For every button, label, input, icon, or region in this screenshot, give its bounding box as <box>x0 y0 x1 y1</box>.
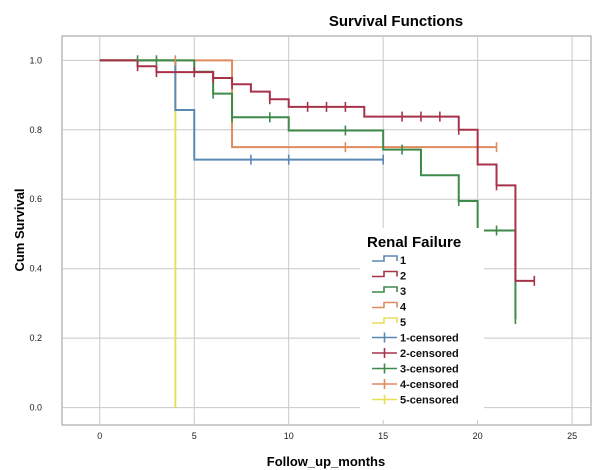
legend-step-swatch <box>372 270 398 278</box>
y-tick-label: 0.4 <box>29 264 42 274</box>
legend: Renal Failure 1 2 3 4 5 1-censored 2-censored 3… <box>360 228 484 420</box>
x-tick-labels: 0 5 10 15 20 25 <box>97 431 577 441</box>
y-tick-label: 0.6 <box>29 194 42 204</box>
legend-step-swatch <box>372 286 398 293</box>
legend-label: 5-censored <box>400 395 459 407</box>
x-tick-label: 0 <box>97 431 102 441</box>
legend-label: 2 <box>400 271 406 283</box>
legend-label: 3 <box>400 286 406 298</box>
x-tick-label: 25 <box>567 431 577 441</box>
legend-label: 1 <box>400 255 406 267</box>
legend-label: 2-censored <box>400 348 459 360</box>
legend-box <box>360 228 484 420</box>
grid-lines <box>62 36 591 425</box>
x-tick-label: 10 <box>284 431 294 441</box>
y-tick-label: 0.2 <box>29 333 42 343</box>
x-tick-label: 5 <box>192 431 197 441</box>
y-tick-labels: 0.0 0.2 0.4 0.6 0.8 1.0 <box>29 55 42 412</box>
censor-markers <box>136 55 536 325</box>
series-2-curve <box>99 59 535 282</box>
legend-title: Renal Failure <box>367 234 461 251</box>
legend-step-swatch <box>372 317 398 324</box>
y-tick-label: 0.0 <box>29 403 42 413</box>
chart-title: Survival Functions <box>329 13 463 30</box>
legend-step-swatch <box>372 255 398 262</box>
legend-label: 4 <box>400 302 407 314</box>
legend-items: 1 2 3 4 5 1-censored 2-censored 3-censored 4-cen… <box>372 255 459 407</box>
legend-label: 3-censored <box>400 364 459 376</box>
y-tick-label: 1.0 <box>29 55 42 65</box>
x-tick-label: 15 <box>378 431 388 441</box>
x-axis-label: Follow_up_months <box>267 454 385 469</box>
y-tick-label: 0.8 <box>29 125 42 135</box>
legend-label: 4-censored <box>400 379 459 391</box>
legend-step-swatch <box>372 301 398 309</box>
y-axis-label: Cum Survival <box>12 188 27 271</box>
x-tick-label: 20 <box>473 431 483 441</box>
legend-label: 5 <box>400 317 406 329</box>
legend-label: 1-censored <box>400 333 459 345</box>
